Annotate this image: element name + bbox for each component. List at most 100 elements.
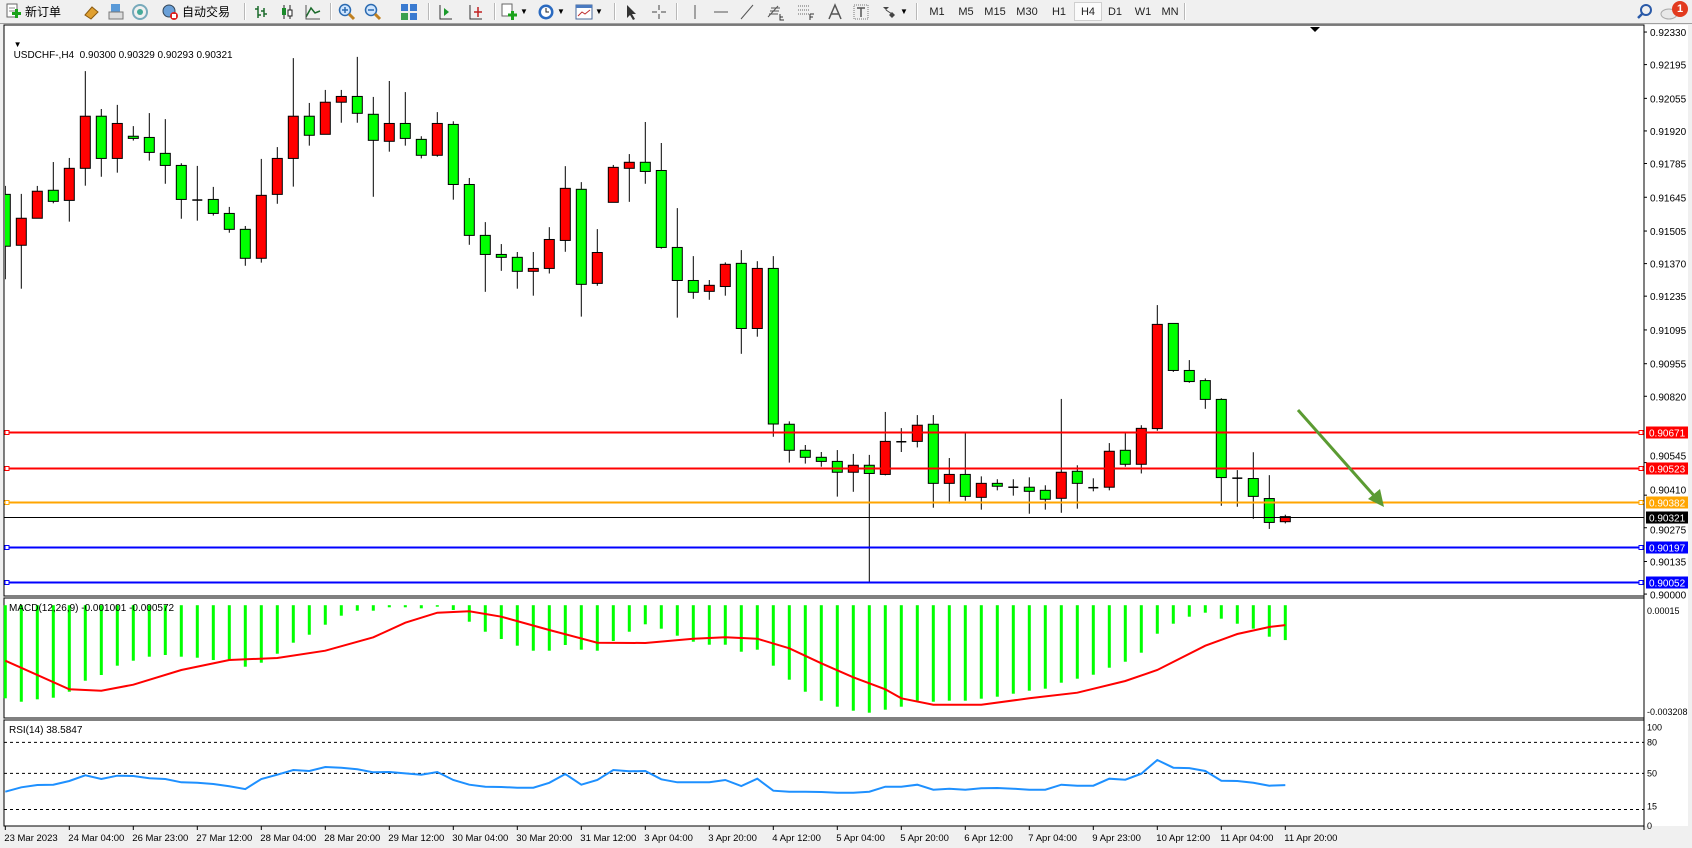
macd-histogram-bar — [435, 605, 439, 607]
candle-body — [799, 449, 811, 458]
candle — [1183, 360, 1195, 383]
candle — [767, 256, 779, 437]
macd-histogram-bar — [947, 605, 951, 701]
macd-histogram-bar — [1059, 605, 1063, 683]
macd-histogram-bar — [1235, 605, 1239, 624]
candle — [543, 227, 555, 274]
chart-header: ▼ USDCHF-,H4 0.90300 0.90329 0.90293 0.9… — [8, 28, 233, 61]
search-button[interactable] — [1636, 2, 1654, 21]
candlestick-button[interactable] — [278, 2, 296, 21]
periods-button[interactable]: ▼ — [537, 2, 565, 21]
time-tick-label: 11 Apr 04:00 — [1220, 833, 1273, 844]
crosshair-icon — [652, 4, 666, 19]
trendline-button[interactable] — [738, 2, 756, 21]
candle — [735, 250, 747, 354]
price-tick-label: 0.90410 — [1650, 486, 1687, 497]
auto-trade-icon — [162, 4, 178, 20]
gold-button[interactable] — [82, 2, 100, 21]
cursor-button[interactable] — [622, 2, 640, 21]
candle-body — [943, 473, 955, 484]
timeframe-d1[interactable]: D1 — [1107, 5, 1123, 18]
templates-button[interactable]: ▼ — [575, 2, 603, 21]
candle — [1279, 514, 1291, 524]
arrows-button[interactable]: ▼ — [880, 2, 908, 21]
candle-body — [255, 194, 267, 259]
price-tick-label: 0.90275 — [1650, 526, 1687, 537]
macd-histogram-bar — [275, 605, 279, 654]
auto-scroll-button[interactable] — [466, 2, 484, 21]
time-tick-label: 27 Mar 12:00 — [196, 833, 252, 844]
vertical-line-button[interactable] — [686, 2, 704, 21]
fibo-retracement-button[interactable] — [796, 2, 816, 21]
candle-body — [719, 263, 731, 288]
signals-button[interactable] — [131, 2, 149, 21]
chart-shift-button[interactable] — [436, 2, 454, 21]
macd-histogram-bar — [291, 605, 295, 643]
candle-body — [415, 138, 427, 156]
candle-body — [1183, 369, 1195, 383]
time-tick-label: 6 Apr 12:00 — [964, 833, 1013, 844]
price-tick-label: 0.91920 — [1650, 127, 1687, 138]
timeframe-w1[interactable]: W1 — [1134, 5, 1152, 18]
text-label-button[interactable] — [852, 2, 870, 21]
macd-histogram-bar — [803, 605, 807, 692]
timeframe-m30[interactable]: M30 — [1016, 5, 1038, 18]
candle-body — [927, 423, 939, 484]
price-tick-label: 0.91095 — [1650, 326, 1687, 337]
tile-windows-button[interactable] — [400, 2, 418, 21]
price-tag: 0.90197 — [1649, 544, 1686, 555]
timeframe-mn[interactable]: MN — [1161, 5, 1179, 18]
line-chart-button[interactable] — [304, 2, 322, 21]
fibo-expansion-icon — [767, 5, 784, 20]
candle-body — [783, 423, 795, 451]
market-watch-button[interactable] — [107, 2, 125, 21]
time-tick-label: 30 Mar 20:00 — [516, 833, 572, 844]
timeframe-m5[interactable]: M5 — [958, 5, 974, 18]
zoom-out-button[interactable] — [364, 2, 382, 21]
candle — [63, 157, 75, 222]
arrow-annotation[interactable] — [1296, 409, 1379, 500]
macd-histogram-bar — [499, 605, 503, 640]
horizontal-line-button[interactable] — [712, 2, 730, 21]
candle — [1008, 479, 1019, 496]
timeframe-h1[interactable]: H1 — [1051, 5, 1067, 18]
candle — [927, 415, 939, 508]
candle — [1167, 322, 1179, 372]
trendline-icon — [740, 4, 754, 19]
macd-histogram-bar — [19, 605, 23, 702]
new-order-button[interactable]: 新订单 — [4, 2, 61, 21]
candle-body — [1119, 449, 1131, 465]
price-tick-label: 0.90135 — [1650, 558, 1687, 569]
collapse-triangle-icon[interactable]: ▼ — [13, 40, 22, 49]
macd-histogram-bar — [867, 605, 871, 713]
timeframe-m1[interactable]: M1 — [929, 5, 945, 18]
timeframe-m15[interactable]: M15 — [984, 5, 1006, 18]
zoom-in-icon — [338, 3, 356, 20]
new-chart-button[interactable]: ▼ — [500, 2, 528, 21]
crosshair-button[interactable] — [650, 2, 668, 21]
candle — [431, 112, 443, 157]
macd-histogram-bar — [771, 605, 775, 666]
macd-histogram-bar — [467, 605, 471, 622]
fibo-expansion-button[interactable] — [766, 2, 786, 21]
candle — [287, 58, 299, 187]
macd-histogram-bar — [835, 605, 839, 707]
auto-trading-button[interactable]: 自动交易 — [161, 2, 230, 21]
text-button[interactable] — [826, 2, 844, 21]
bar-chart-button[interactable] — [252, 2, 270, 21]
candle-body — [319, 101, 331, 135]
macd-histogram-bar — [611, 605, 615, 641]
candle — [79, 71, 91, 186]
time-tick-label: 5 Apr 20:00 — [900, 833, 949, 844]
print-icon — [108, 3, 124, 19]
candle-body — [399, 122, 411, 139]
zoom-in-button[interactable] — [338, 2, 356, 21]
candle — [703, 280, 715, 300]
line-handle-right — [1638, 430, 1644, 435]
candle — [783, 421, 795, 463]
auto-scroll-icon — [469, 4, 482, 19]
timeframe-h4[interactable]: H4 — [1074, 2, 1102, 21]
chart-shift-marker-icon[interactable] — [1310, 27, 1320, 32]
price-tag-bg — [1646, 576, 1688, 589]
